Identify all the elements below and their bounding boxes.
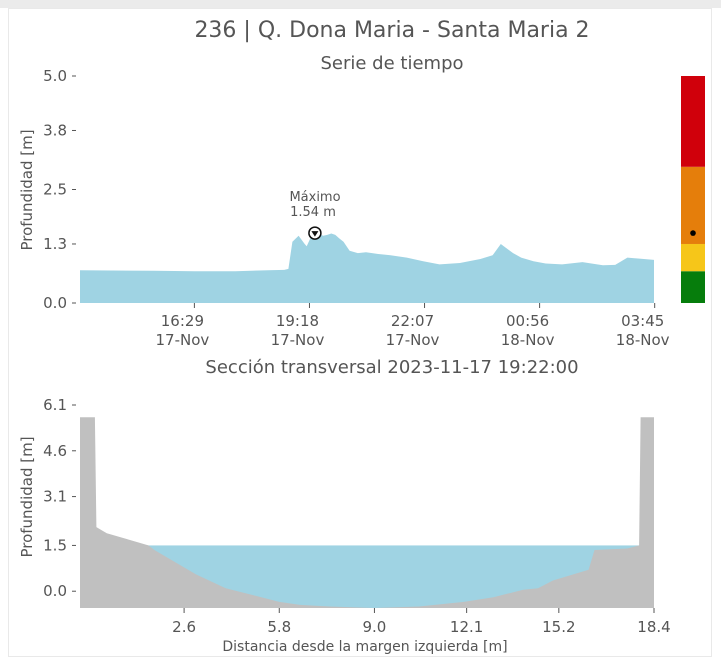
ground-profile: [80, 417, 654, 608]
x-tick-time: 00:56: [506, 312, 549, 330]
x-tick-date: 17-Nov: [271, 331, 325, 349]
figure-title: 236 | Q. Dona Maria - Santa Maria 2: [194, 18, 589, 43]
maximum-annotation: Máximo 1.54 m: [289, 190, 341, 240]
y-tick-label: 3.1: [43, 488, 67, 506]
cross-section-chart: Sección transversal 2023-11-17 19:22:00 …: [18, 357, 671, 655]
x-tick-date: 18-Nov: [501, 331, 555, 349]
time-series-ylabel: Profundidad [m]: [18, 129, 36, 250]
y-tick-label: 2.5: [43, 181, 67, 199]
y-tick-label: 0.0: [43, 582, 67, 600]
x-tick-time: 03:45: [621, 312, 664, 330]
x-tick-label: 9.0: [363, 618, 387, 636]
x-tick-label: 5.8: [267, 618, 291, 636]
x-tick-time: 16:29: [161, 312, 204, 330]
x-tick-time: 19:18: [276, 312, 319, 330]
top-band: [0, 0, 721, 8]
cross-section-title: Sección transversal 2023-11-17 19:22:00: [205, 357, 578, 378]
y-tick-label: 3.8: [43, 121, 67, 139]
maximum-marker-arrow: [311, 231, 319, 237]
y-tick-label: 4.6: [43, 442, 67, 460]
x-tick-date: 17-Nov: [386, 331, 440, 349]
alert-level-bar: [681, 76, 705, 303]
level-band-red: [681, 76, 705, 167]
x-tick-time: 22:07: [391, 312, 434, 330]
x-tick-label: 15.2: [542, 618, 575, 636]
x-tick-label: 18.4: [637, 618, 670, 636]
level-band-yellow: [681, 243, 705, 272]
maximum-label: Máximo: [289, 190, 340, 205]
y-tick-label: 6.1: [43, 396, 67, 414]
figure-frame: [8, 8, 712, 657]
level-band-green: [681, 271, 705, 303]
y-tick-label: 5.0: [43, 67, 67, 85]
x-tick-label: 12.1: [450, 618, 483, 636]
cross-section-xlabel: Distancia desde la margen izquierda [m]: [222, 639, 507, 655]
x-tick-date: 18-Nov: [616, 331, 670, 349]
cross-section-ylabel: Profundidad [m]: [18, 436, 36, 557]
x-tick-date: 17-Nov: [156, 331, 210, 349]
maximum-value: 1.54 m: [290, 205, 336, 220]
current-level-dot: [690, 230, 696, 236]
y-tick-label: 0.0: [43, 294, 67, 312]
y-tick-label: 1.3: [43, 235, 67, 253]
x-tick-label: 2.6: [172, 618, 196, 636]
depth-series-area: [80, 233, 654, 303]
time-series-chart: Serie de tiempo Profundidad [m] 5.0 3.8 2.…: [18, 53, 705, 349]
time-series-title: Serie de tiempo: [320, 53, 463, 74]
y-tick-label: 1.5: [43, 536, 67, 554]
